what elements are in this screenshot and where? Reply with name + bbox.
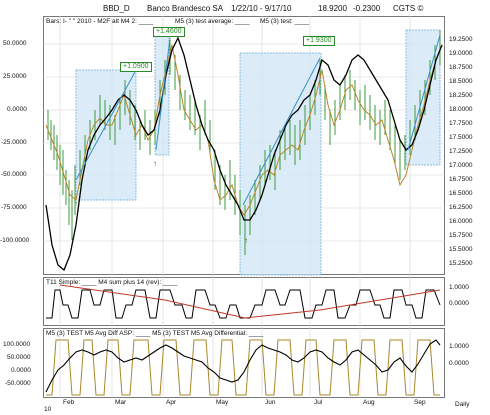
orange-indicator-line — [45, 44, 443, 216]
left-axis-label: -100.0000 — [0, 237, 30, 244]
panel3-orange-line — [46, 339, 440, 396]
panel2-black-line — [46, 289, 441, 319]
period-label[interactable]: Daily — [455, 401, 470, 408]
right-axis-label: 18.5000 — [449, 78, 473, 85]
panel2-red-line — [59, 284, 441, 319]
right-axis-label: 17.2500 — [449, 148, 473, 155]
trend-lines — [75, 34, 441, 206]
panel3-right-axis-label: 1.0000 — [449, 343, 469, 350]
panel2-legend: T11 Simple: ____ M4 sum plus 14 (rev): _… — [46, 279, 178, 286]
panel3-black-line — [45, 339, 441, 393]
gain-callout-1: +1.0900 — [120, 62, 152, 72]
month-label: Sep — [414, 399, 426, 406]
month-label: Jun — [265, 399, 276, 406]
right-axis-label: 16.0000 — [449, 218, 473, 225]
month-label: May — [216, 399, 229, 406]
left-axis-label: -50.0000 — [1, 171, 27, 178]
right-axis-label: 18.0000 — [449, 106, 473, 113]
left-axis-label: 50.0000 — [3, 40, 27, 47]
month-label: Feb — [63, 399, 75, 406]
month-label: Aug — [363, 399, 375, 406]
chart-title-bar: BBD_D Banco Brandesco SA 1/22/10 - 9/17/… — [0, 0, 490, 16]
left-axis-label: 25.0000 — [3, 73, 27, 80]
left-axis-label: 0.0000 — [7, 106, 27, 113]
price-change: -0.2300 — [353, 4, 381, 13]
left-axis-label: -25.0000 — [1, 139, 27, 146]
right-axis-label: 16.5000 — [449, 190, 473, 197]
main-legend-1: Bars: I- " " 2010 - M2F alt M4 2: ____ — [46, 18, 154, 25]
month-label: Apr — [166, 399, 177, 406]
black-indicator-line — [45, 36, 443, 272]
right-axis-label: 17.7500 — [449, 120, 473, 127]
right-axis-label: 19.0000 — [449, 50, 473, 57]
main-legend-3: M5 (3) test: ____ — [260, 18, 310, 25]
last-price: 18.9200 — [318, 4, 347, 13]
panel3-left-axis-label: 100.0000 — [3, 341, 31, 348]
right-axis-label: 17.5000 — [449, 134, 473, 141]
panel3-legend: M5 (3) TEST M5 Avg Diff ASP: ____ M5 (3)… — [46, 330, 264, 337]
symbol-label: BBD_D — [103, 4, 130, 13]
gain-callout-2: +1.4600 — [153, 27, 185, 37]
right-axis-label: 16.7500 — [449, 176, 473, 183]
svg-text:↑: ↑ — [74, 199, 78, 208]
svg-text:↑: ↑ — [153, 159, 157, 168]
panel3-left-axis-label: -50.0000 — [5, 380, 31, 387]
right-axis-label: 17.0000 — [449, 162, 473, 169]
right-axis-label: 15.7500 — [449, 232, 473, 239]
date-range: 1/22/10 - 9/17/10 — [231, 4, 292, 13]
copyright: CGTS © — [393, 4, 424, 13]
indicator-panel-3[interactable] — [43, 328, 445, 398]
right-axis-label: 16.2500 — [449, 204, 473, 211]
right-axis-label: 18.2500 — [449, 92, 473, 99]
year-label: 10 — [44, 406, 52, 413]
panel2-right-axis-label: 0.0000 — [449, 300, 469, 307]
panel3-right-axis-label: 0.0000 — [449, 360, 469, 367]
panel3-left-axis-label: 0.0000 — [11, 367, 31, 374]
main-legend-2: M5 (3) test average: ____ — [175, 18, 250, 25]
svg-text:↑: ↑ — [244, 236, 248, 245]
gain-callout-3: +1.9300 — [303, 36, 335, 46]
arrow-markers: ↑ ↑ ↑ — [74, 159, 248, 245]
month-label: Mar — [115, 399, 127, 406]
right-axis-label: 18.7500 — [449, 64, 473, 71]
right-axis-label: 15.5000 — [449, 246, 473, 253]
company-name: Banco Brandesco SA — [147, 4, 224, 13]
panel2-right-axis-label: 1.0000 — [449, 284, 469, 291]
month-label: Jul — [314, 399, 323, 406]
left-axis-label: -75.0000 — [1, 204, 27, 211]
panel3-left-axis-label: 50.0000 — [7, 354, 31, 361]
right-axis-label: 15.2500 — [449, 260, 473, 267]
right-axis-label: 19.2500 — [449, 36, 473, 43]
